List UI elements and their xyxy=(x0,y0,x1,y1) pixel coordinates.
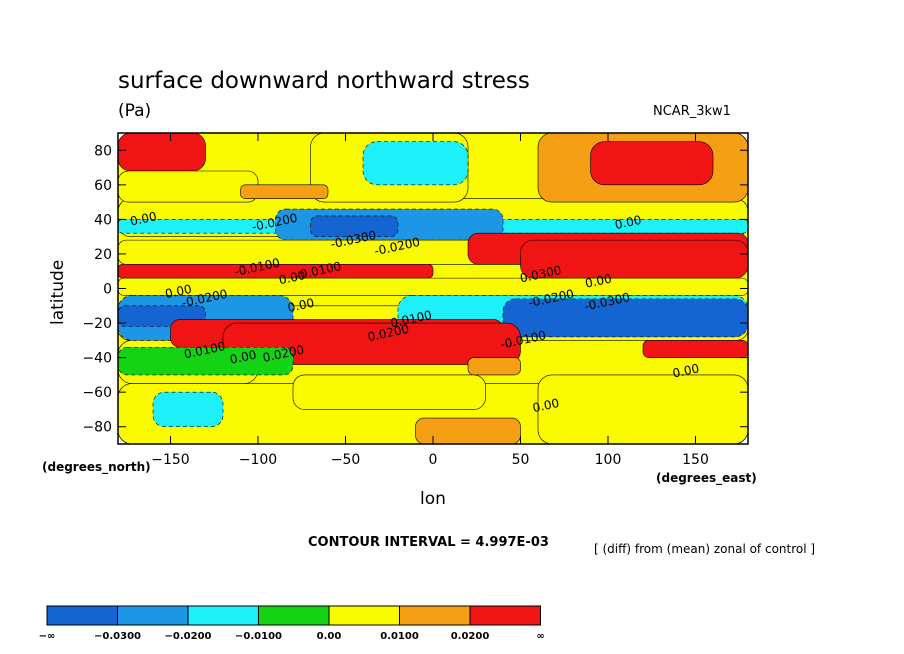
contour-label-7: 0.00 xyxy=(278,268,307,287)
plot-units: (Pa) xyxy=(118,101,152,121)
contour-region-26 xyxy=(467,357,521,376)
contour-region-25 xyxy=(222,322,521,365)
y-axis-units: (degrees_north) xyxy=(42,460,151,474)
y-tick-label: −40 xyxy=(82,351,112,367)
model-label: NCAR_3kw1 xyxy=(653,104,731,119)
contour-region-32 xyxy=(537,374,748,444)
contour-region-23 xyxy=(502,298,748,338)
contour-label-19: 0.00 xyxy=(229,348,258,367)
colorbar-swatch-5 xyxy=(399,605,471,626)
y-tick-label: −60 xyxy=(82,385,112,401)
plot-title: surface downward northward stress xyxy=(118,68,530,94)
y-tick-label: 0 xyxy=(103,282,112,298)
contour-label-22: 0.00 xyxy=(531,396,560,415)
colorbar-swatch-3 xyxy=(258,605,330,626)
contour-region-9 xyxy=(240,184,329,199)
y-tick-label: 60 xyxy=(94,178,112,194)
colorbar-label-1: −0.0300 xyxy=(94,631,141,642)
contour-label-21: 0.00 xyxy=(671,361,700,380)
contour-region-30 xyxy=(292,374,486,410)
contour-label-9: 0.00 xyxy=(584,272,613,291)
contour-region-31 xyxy=(415,417,521,444)
y-tick-label: 80 xyxy=(94,143,112,159)
contour-region-27 xyxy=(118,346,294,376)
colorbar-swatch-4 xyxy=(328,605,400,626)
colorbar-label-4: 0.00 xyxy=(317,631,342,642)
contour-interval: CONTOUR INTERVAL = 4.997E-03 xyxy=(308,535,549,550)
x-tick-label: 150 xyxy=(682,452,709,468)
x-tick-label: −50 xyxy=(331,452,361,468)
y-tick-label: −20 xyxy=(82,316,112,332)
colorbar-swatch-1 xyxy=(117,605,189,626)
colorbar-label-3: −0.0100 xyxy=(235,631,282,642)
contour-label-4: 0.00 xyxy=(614,213,643,232)
y-tick-label: 40 xyxy=(94,212,112,228)
colorbar-label-6: 0.0200 xyxy=(451,631,490,642)
colorbar-label-0: −∞ xyxy=(39,631,56,642)
y-tick-label: 20 xyxy=(94,247,112,263)
contour-label-10: 0.00 xyxy=(164,282,193,301)
contour-region-28 xyxy=(642,340,748,358)
colorbar-label-5: 0.0100 xyxy=(380,631,419,642)
colorbar-swatch-6 xyxy=(469,605,541,626)
contour-label-12: 0.00 xyxy=(286,296,315,315)
x-axis-units: (degrees_east) xyxy=(656,471,757,485)
y-tick-label: −80 xyxy=(82,420,112,436)
colorbar-label-2: −0.0200 xyxy=(165,631,212,642)
colorbar-swatch-0 xyxy=(46,605,118,626)
x-tick-label: 100 xyxy=(595,452,622,468)
x-tick-label: 50 xyxy=(512,452,530,468)
contour-region-11 xyxy=(590,141,714,186)
contour-label-0: 0.00 xyxy=(129,209,158,228)
colorbar-swatch-2 xyxy=(187,605,259,626)
x-tick-label: −100 xyxy=(239,452,277,468)
contour-region-14 xyxy=(310,215,399,237)
x-tick-label: −150 xyxy=(151,452,189,468)
colorbar-label-7: ∞ xyxy=(536,631,544,642)
diff-note: [ (diff) from (mean) zonal of control ] xyxy=(594,542,816,556)
contour-region-8 xyxy=(362,141,469,186)
contour-region-29 xyxy=(152,391,224,428)
x-axis-label: lon xyxy=(420,489,446,509)
x-tick-label: 0 xyxy=(429,452,438,468)
